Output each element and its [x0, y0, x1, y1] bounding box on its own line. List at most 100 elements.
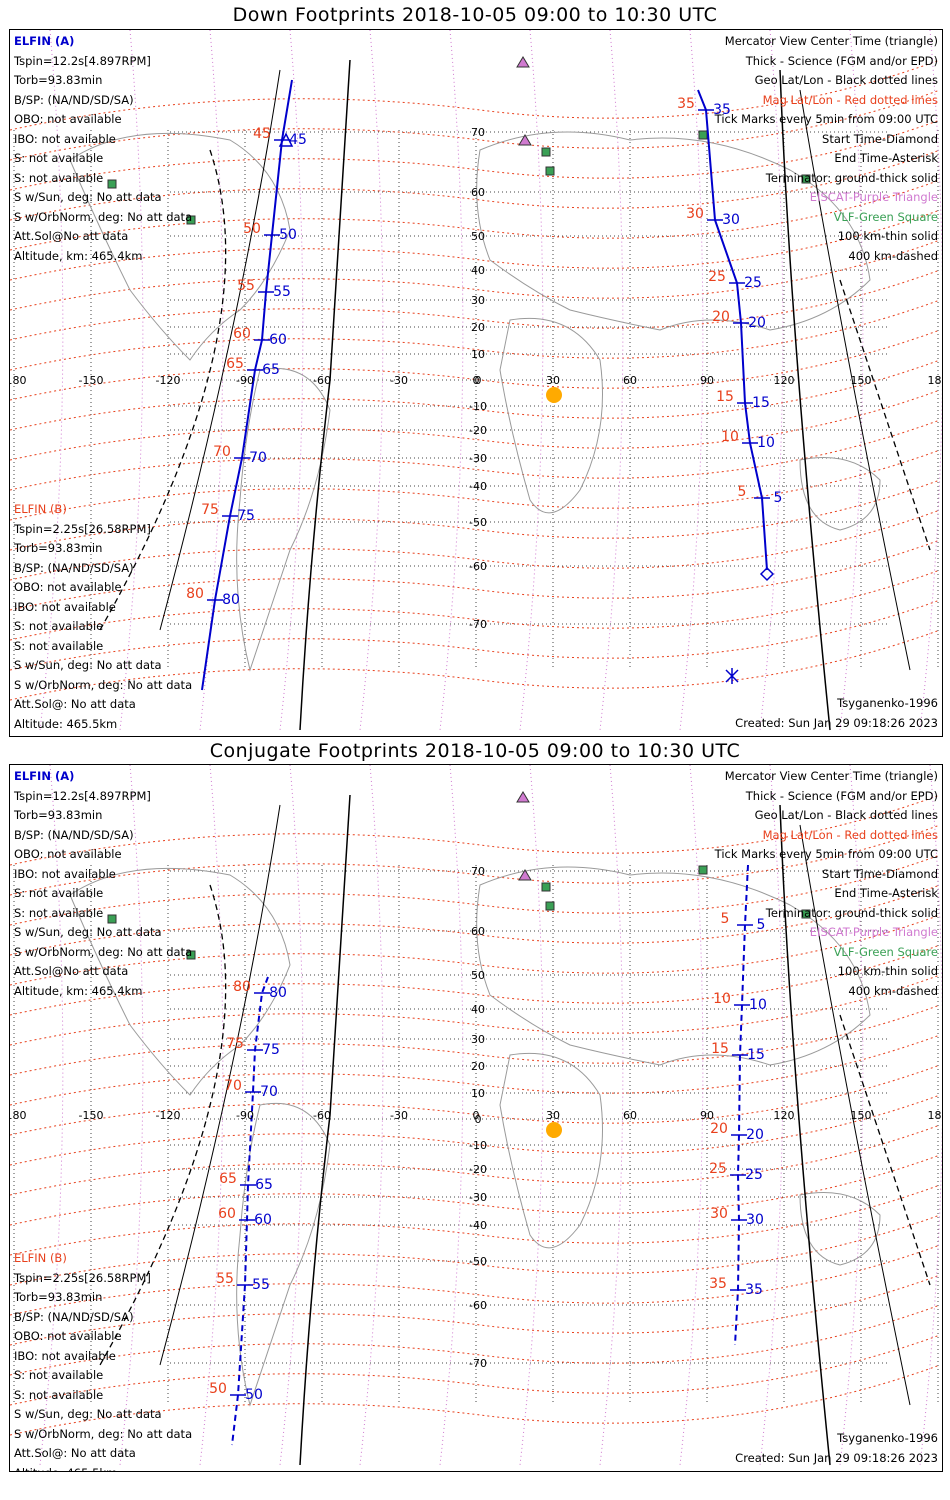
- vlf-marker: [107, 179, 117, 189]
- tick-label-red: 50: [243, 221, 261, 237]
- info-line: B/SP: (NA/ND/SD/SA): [14, 560, 134, 575]
- legend-item: Terminator: ground-thick solid: [765, 905, 938, 920]
- map-conjugate[interactable]: 80 80 75 75 70 70 65 65 60 60 55 55 50 50 5 5 10 10 15 15 20…: [9, 764, 943, 1472]
- lon-tick-label: -60: [313, 1109, 331, 1122]
- vlf-marker: [186, 950, 196, 960]
- vlf-marker: [801, 909, 811, 919]
- legend-item: Tick Marks every 5min from 09:00 UTC: [714, 112, 938, 126]
- legend-item: VLF-Green Square: [833, 209, 938, 224]
- continent-outline: [499, 317, 603, 514]
- elfin-a-header: ELFIN (A): [14, 769, 75, 783]
- lat-tick-label: 20: [471, 1060, 485, 1073]
- tick-label-red: 70: [213, 444, 231, 460]
- terminator-100km-left: [159, 804, 281, 1366]
- created-label: Created: Sun Jan 29 09:18:26 2023: [735, 1450, 938, 1465]
- elfin-a-info: ELFIN (A) Tspin=12.2s[4.897RPM] Torb=93.…: [14, 32, 192, 266]
- tick-label-red: 10: [713, 991, 731, 1007]
- tick-label-red: 70: [224, 1078, 242, 1094]
- lat-tick-label: 30: [471, 1033, 485, 1046]
- eiscat-marker: [518, 869, 532, 881]
- tick-label-red: 20: [712, 309, 730, 325]
- elfin-b-info: ELFIN (B) Tspin=2.25s[26.58RPM] Torb=93.…: [14, 1249, 192, 1471]
- lat-tick-label: 40: [471, 1003, 485, 1016]
- station-markers: [107, 56, 811, 403]
- legend-item: EISCAT-Purple Triangle: [809, 925, 938, 939]
- center-triangle-marker: [278, 132, 294, 147]
- info-line: S: not available: [14, 1387, 104, 1402]
- panel-title-conjugate: Conjugate Footprints 2018-10-05 09:00 to…: [209, 740, 741, 762]
- tick-label-blue: 20: [748, 315, 766, 331]
- continent-outline: [236, 367, 331, 672]
- tick-label-red: 60: [218, 1206, 236, 1222]
- vlf-marker: [186, 215, 196, 225]
- lon-tick-label: 30: [546, 1109, 560, 1122]
- legend-item: 100 km-thin solid: [837, 229, 938, 243]
- lat-tick-label: -70: [469, 1357, 487, 1370]
- info-line: OBO: not available: [14, 1329, 122, 1343]
- lat-tick-label: -10: [469, 1139, 487, 1152]
- vlf-marker: [541, 147, 551, 157]
- lat-tick-label: 40: [471, 264, 485, 277]
- terminator-100km-right: [799, 824, 911, 1406]
- legend-item: Start Time-Diamond: [822, 866, 938, 881]
- lat-tick-label: -40: [469, 480, 487, 493]
- lon-tick-label: 150: [851, 374, 872, 387]
- elfin-b-header: ELFIN (B): [14, 502, 67, 516]
- lat-tick-label: -40: [469, 1219, 487, 1232]
- tick-label-blue: 55: [252, 1277, 270, 1293]
- mag-meridian: [439, 765, 464, 1466]
- info-line: S w/OrbNorm, deg: No att data: [14, 677, 193, 692]
- tick-label-red: 65: [226, 356, 244, 372]
- info-line: Att.Sol@: No att data: [14, 697, 136, 711]
- legend-item: End Time-Asterisk: [834, 886, 938, 900]
- continent-outline: [236, 1102, 331, 1407]
- info-line: S w/OrbNorm, deg: No att data: [14, 209, 193, 224]
- footer-conjugate: Tsyganenko-1996 Created: Sun Jan 29 09:1…: [735, 1429, 938, 1468]
- lat-tick-label: 30: [471, 294, 485, 307]
- info-line: Tspin=2.25s[26.58RPM]: [14, 1270, 151, 1285]
- info-line: Att.Sol@: No att data: [14, 1446, 136, 1460]
- lat-tick-label: 60: [471, 925, 485, 938]
- tick-label-red: 55: [216, 1271, 234, 1287]
- info-line: IBO: not available: [14, 599, 116, 614]
- tick-label-red: 15: [711, 1041, 729, 1057]
- tick-label-red: 15: [716, 389, 734, 405]
- lon-tick-label: -90: [236, 374, 254, 387]
- sun-icon: [546, 1122, 562, 1138]
- lon-tick-label: -120: [156, 1109, 181, 1122]
- info-line: Torb=93.83min: [14, 73, 103, 87]
- lon-tick-label: 30: [546, 374, 560, 387]
- lon-tick-label: 120: [774, 1109, 795, 1122]
- lon-tick-label: -30: [390, 1109, 408, 1122]
- legend-item: Mag Lat/Lon - Red dotted lines: [762, 827, 938, 842]
- continent-outline: [499, 1052, 603, 1249]
- terminator-ground-right: [779, 804, 831, 1466]
- tick-label-blue: 30: [746, 1212, 764, 1228]
- terminator-400km-left: [99, 149, 227, 631]
- lat-tick-label: 50: [471, 230, 485, 243]
- geo-grid: [13, 865, 939, 1405]
- elfin-b-info: ELFIN (B) Tspin=2.25s[26.58RPM] Torb=93.…: [14, 500, 192, 734]
- continent-outline: [476, 131, 871, 331]
- legend-item: Start Time-Diamond: [822, 131, 938, 146]
- axis-labels: -180 -150 -120 -90 -60 -30 0 30 60 90 120 150 180 70 6…: [10, 126, 942, 631]
- elfin-a-info: ELFIN (A) Tspin=12.2s[4.897RPM] Torb=93.…: [14, 767, 192, 1001]
- map-down[interactable]: 45 45 50 50 55 55 60 60 65 65 70 70 75 75 80 80 35 35 30 30…: [9, 29, 943, 737]
- info-line: S w/Sun, deg: No att data: [14, 190, 162, 204]
- tick-label-blue: 35: [745, 1282, 763, 1298]
- lon-tick-label: 60: [623, 1109, 637, 1122]
- elfin-b-header: ELFIN (B): [14, 1251, 67, 1265]
- tick-label-red: 20: [710, 1121, 728, 1137]
- info-line: S w/Sun, deg: No att data: [14, 1407, 162, 1421]
- lat-tick-label: -20: [469, 424, 487, 437]
- info-line: Torb=93.83min: [14, 808, 103, 822]
- terminator-400km-right: [839, 1014, 931, 1286]
- lon-tick-label: 0: [473, 374, 480, 387]
- lat-tick-label: 50: [471, 969, 485, 982]
- tick-label-blue: 10: [757, 435, 775, 451]
- lon-tick-label: 90: [700, 1109, 714, 1122]
- legend-item: Geo Lat/Lon - Black dotted lines: [754, 73, 938, 87]
